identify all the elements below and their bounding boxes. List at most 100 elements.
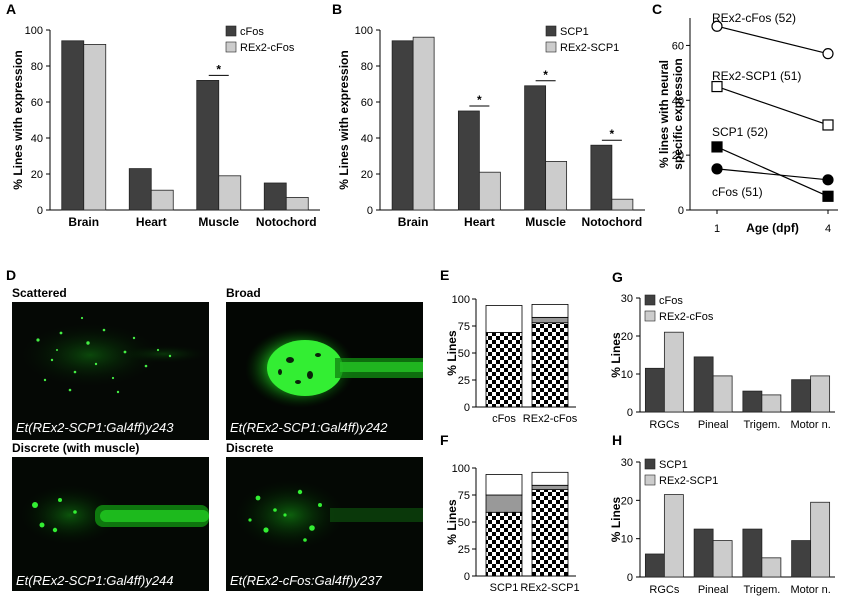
- legend-label: REx2-SCP1: [560, 42, 619, 54]
- series-line: [716, 86, 829, 126]
- panel-label-c: C: [652, 1, 662, 17]
- y-tick-label: 60: [361, 97, 373, 109]
- y-tick-label: 20: [621, 331, 633, 343]
- bar: [196, 80, 220, 211]
- legend-label: REx2-cFos: [659, 311, 714, 323]
- bar: [285, 196, 309, 211]
- bar: [693, 528, 714, 578]
- category-label: REx2-cFos: [523, 413, 578, 425]
- y-axis-label-line: % lines with neural: [657, 60, 671, 168]
- y-axis-label: % lines with neuralspecific expression: [657, 58, 685, 169]
- y-tick-label: 0: [678, 205, 684, 217]
- image-title-discrete: Discrete: [226, 441, 274, 455]
- series-line: [716, 146, 829, 197]
- bar: [761, 394, 782, 413]
- bar: [611, 198, 634, 211]
- data-point: [822, 174, 834, 186]
- bar: [810, 375, 831, 413]
- image-title-broad: Broad: [226, 286, 261, 300]
- stacked-bar-segment: [485, 511, 523, 577]
- bar: [128, 168, 152, 211]
- series-label: SCP1 (52): [712, 125, 768, 139]
- category-label: Heart: [136, 215, 167, 229]
- line-chart-c: 0 20 40 60 1 4 Age (dpf) % lines with neuralspe…: [657, 11, 838, 235]
- bar: [391, 40, 414, 211]
- y-tick-label: 20: [361, 169, 373, 181]
- y-tick-label: 50: [458, 517, 470, 529]
- series-label: cFos (51): [712, 185, 763, 199]
- legend-swatch: [644, 458, 656, 470]
- bar: [83, 44, 107, 211]
- y-axis-label: % Lines with expression: [337, 50, 351, 189]
- bar: [263, 182, 287, 211]
- legend-label: REx2-cFos: [240, 42, 295, 54]
- y-tick-label: 0: [464, 402, 470, 414]
- y-axis-label-line: specific expression: [671, 58, 685, 169]
- image-caption-scattered: Et(REx2-SCP1:Gal4ff)y243: [16, 420, 174, 435]
- series-line: [716, 168, 829, 181]
- category-label: Pineal: [698, 584, 729, 596]
- data-point: [711, 80, 723, 93]
- y-tick-label: 40: [672, 95, 684, 107]
- fluorescence-image-scattered: Et(REx2-SCP1:Gal4ff)y243: [12, 302, 209, 440]
- image-caption-discrete-muscle: Et(REx2-SCP1:Gal4ff)y244: [16, 573, 174, 588]
- image-caption-broad: Et(REx2-SCP1:Gal4ff)y242: [230, 420, 388, 435]
- y-tick-label: 10: [621, 369, 633, 381]
- category-label: cFos: [492, 413, 516, 425]
- category-label: REx2-SCP1: [520, 582, 579, 594]
- y-tick-label: 0: [464, 571, 470, 583]
- y-tick-label: 100: [452, 463, 470, 475]
- y-tick-label: 100: [452, 294, 470, 306]
- stacked-bar-segment: [485, 332, 523, 408]
- stacked-bar-segment: [531, 316, 569, 324]
- image-grid-d: Scattered Broad Discrete (with muscle) D…: [12, 286, 423, 591]
- y-tick-label: 20: [31, 169, 43, 181]
- bar-chart-g: 0 10 20 30 % Lines RGCs Pineal Trigem. Motor n. c…: [609, 293, 835, 431]
- bar: [712, 375, 733, 413]
- y-tick-label: 30: [621, 293, 633, 305]
- category-label: Notochord: [582, 215, 643, 229]
- data-point: [711, 141, 723, 153]
- bar: [644, 367, 665, 413]
- legend-label: cFos: [240, 26, 264, 38]
- bar: [693, 356, 714, 413]
- stacked-bar-segment: [531, 322, 569, 408]
- bar: [761, 557, 782, 578]
- y-tick-label: 25: [458, 544, 470, 556]
- category-label: SCP1: [490, 582, 519, 594]
- bar: [791, 540, 812, 578]
- y-tick-label: 40: [31, 133, 43, 145]
- bar: [663, 494, 684, 578]
- panel-label-d: D: [6, 267, 16, 283]
- bar: [712, 540, 733, 578]
- series-label: REx2-cFos (52): [712, 11, 796, 25]
- y-tick-label: 10: [621, 534, 633, 546]
- bar: [791, 379, 812, 413]
- bar-chart-b: 0 20 40 60 80 100 % Lines with expression Brain…: [337, 25, 645, 229]
- panel-label-g: G: [612, 269, 623, 285]
- category-label: RGCs: [649, 584, 679, 596]
- legend-swatch: [225, 41, 237, 53]
- y-axis-label: % Lines: [445, 499, 459, 545]
- image-caption-discrete: Et(REx2-cFos:Gal4ff)y237: [230, 573, 382, 588]
- stacked-bar-segment: [531, 484, 569, 490]
- legend-swatch: [545, 41, 557, 53]
- y-tick-label: 20: [621, 495, 633, 507]
- stacked-bar-chart-f: 0 25 50 75 100 % Lines SCP1 REx2-SCP1: [445, 463, 580, 594]
- y-tick-label: 0: [37, 205, 43, 217]
- category-label: Muscle: [198, 215, 239, 229]
- y-tick-label: 30: [621, 457, 633, 469]
- y-axis-label: % Lines with expression: [11, 50, 25, 189]
- category-label: Muscle: [525, 215, 566, 229]
- category-label: RGCs: [649, 419, 679, 431]
- significance-marker: *: [477, 93, 482, 107]
- category-label: Notochord: [256, 215, 317, 229]
- panel-label-h: H: [612, 432, 622, 448]
- data-point: [711, 163, 723, 175]
- image-title-discrete-muscle: Discrete (with muscle): [12, 441, 139, 455]
- stacked-bar-segment: [485, 494, 523, 513]
- category-label: Brain: [68, 215, 99, 229]
- legend-label: REx2-SCP1: [659, 475, 718, 487]
- x-tick-label: 4: [825, 223, 831, 235]
- legend-label: SCP1: [560, 26, 589, 38]
